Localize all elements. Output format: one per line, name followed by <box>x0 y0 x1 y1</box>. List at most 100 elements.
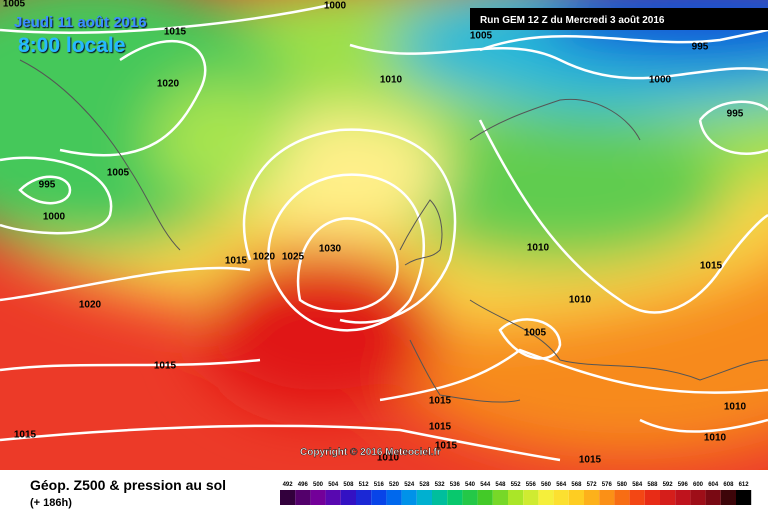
scale-label: 544 <box>480 482 491 488</box>
isobar-label: 1015 <box>225 256 248 267</box>
scale-swatch <box>477 490 493 505</box>
scale-label: 556 <box>526 482 537 488</box>
scale-label: 508 <box>343 482 354 488</box>
scale-swatch <box>675 490 691 505</box>
scale-label: 516 <box>374 482 385 488</box>
forecast-time: 8:00 locale <box>18 34 125 57</box>
isobar-label: 1015 <box>14 430 37 441</box>
scale-label: 532 <box>435 482 446 488</box>
isobar-label: 1015 <box>429 422 452 433</box>
scale-label: 592 <box>663 482 674 488</box>
scale-label: 576 <box>602 482 613 488</box>
scale-label: 500 <box>313 482 324 488</box>
scale-label: 512 <box>359 482 370 488</box>
isobar-label: 1005 <box>470 31 493 42</box>
scale-swatch <box>599 490 615 505</box>
scale-swatch <box>553 490 569 505</box>
scale-label: 496 <box>298 482 309 488</box>
scale-label: 492 <box>283 482 294 488</box>
scale-swatch <box>356 490 372 505</box>
scale-swatch <box>310 490 326 505</box>
scale-swatch <box>614 490 630 505</box>
isobar-label: 1010 <box>724 402 747 413</box>
isobar-label: 1005 <box>107 168 130 179</box>
legend-lead: (+ 186h) <box>30 497 72 509</box>
scale-label: 540 <box>465 482 476 488</box>
scale-swatch <box>568 490 584 505</box>
scale-swatch <box>371 490 387 505</box>
isobar-label: 1000 <box>43 212 66 223</box>
isobar-label: 995 <box>692 42 709 53</box>
isobars <box>0 3 768 462</box>
isobar-label: 1010 <box>377 453 400 464</box>
isobar-label: 1020 <box>157 79 180 90</box>
isobar-label: 1020 <box>253 252 276 263</box>
scale-label: 580 <box>617 482 628 488</box>
scale-label: 564 <box>556 482 567 488</box>
isobar-label: 995 <box>39 180 56 191</box>
scale-swatch <box>660 490 676 505</box>
isobar-label: 1015 <box>429 396 452 407</box>
isobar-label: 1025 <box>282 252 305 263</box>
scale-label: 584 <box>632 482 643 488</box>
scale-swatch <box>340 490 356 505</box>
scale-swatch <box>462 490 478 505</box>
scale-label: 608 <box>723 482 734 488</box>
scale-label: 596 <box>678 482 689 488</box>
isobar-label: 1005 <box>524 328 547 339</box>
scale-swatch <box>325 490 341 505</box>
scale-label: 568 <box>571 482 582 488</box>
isobar-label: 1010 <box>527 243 550 254</box>
scale-label: 528 <box>419 482 430 488</box>
scale-label: 552 <box>511 482 522 488</box>
scale-label: 612 <box>739 482 750 488</box>
run-info: Run GEM 12 Z du Mercredi 3 août 2016 <box>480 15 665 26</box>
scale-label: 572 <box>587 482 598 488</box>
scale-swatch <box>432 490 448 505</box>
scale-swatch <box>538 490 554 505</box>
scale-swatch <box>736 490 752 505</box>
isobar-label: 1030 <box>319 244 342 255</box>
scale-label: 536 <box>450 482 461 488</box>
scale-label: 560 <box>541 482 552 488</box>
coastlines <box>19 59 768 403</box>
scale-swatch <box>386 490 402 505</box>
isobar-label: 1005 <box>3 0 26 10</box>
isobar-label: 995 <box>727 109 744 120</box>
scale-swatch <box>416 490 432 505</box>
scale-swatch <box>720 490 736 505</box>
forecast-date: Jeudi 11 août 2016 <box>14 14 147 31</box>
scale-label: 504 <box>328 482 339 488</box>
isobar-labels: 1005 1000 1015 1005 995 1020 1010 1000 995 1005 99… <box>3 0 747 466</box>
scale-label: 588 <box>647 482 658 488</box>
isobar-label: 1015 <box>154 361 177 372</box>
run-box <box>470 8 768 30</box>
isobar-label: 1015 <box>700 261 723 272</box>
isobar-label: 1020 <box>79 300 102 311</box>
scale-swatch <box>705 490 721 505</box>
scale-swatch <box>401 490 417 505</box>
scale-label: 600 <box>693 482 704 488</box>
scale-swatch <box>629 490 645 505</box>
copyright: Copyright © 2016 Meteociel.fr <box>300 447 441 458</box>
scale-swatch <box>508 490 524 505</box>
scale-swatch <box>584 490 600 505</box>
scale-label: 524 <box>404 482 415 488</box>
isobar-label: 1010 <box>704 433 727 444</box>
scale-swatch <box>523 490 539 505</box>
scale-label: 548 <box>495 482 506 488</box>
scale-swatch <box>447 490 463 505</box>
isobar-label: 1015 <box>164 27 187 38</box>
scale-swatch <box>690 490 706 505</box>
scale-label: 604 <box>708 482 719 488</box>
scale-swatch <box>280 490 296 505</box>
isobar-label: 1015 <box>435 441 458 452</box>
color-scale: 492 496 500 504 508 512 516 520 524 528 532 536 540 5… <box>280 482 752 505</box>
isobar-label: 1000 <box>324 1 347 12</box>
isobar-label: 1015 <box>579 455 602 466</box>
scale-swatch <box>295 490 311 505</box>
scale-swatch <box>644 490 660 505</box>
scale-swatch <box>492 490 508 505</box>
